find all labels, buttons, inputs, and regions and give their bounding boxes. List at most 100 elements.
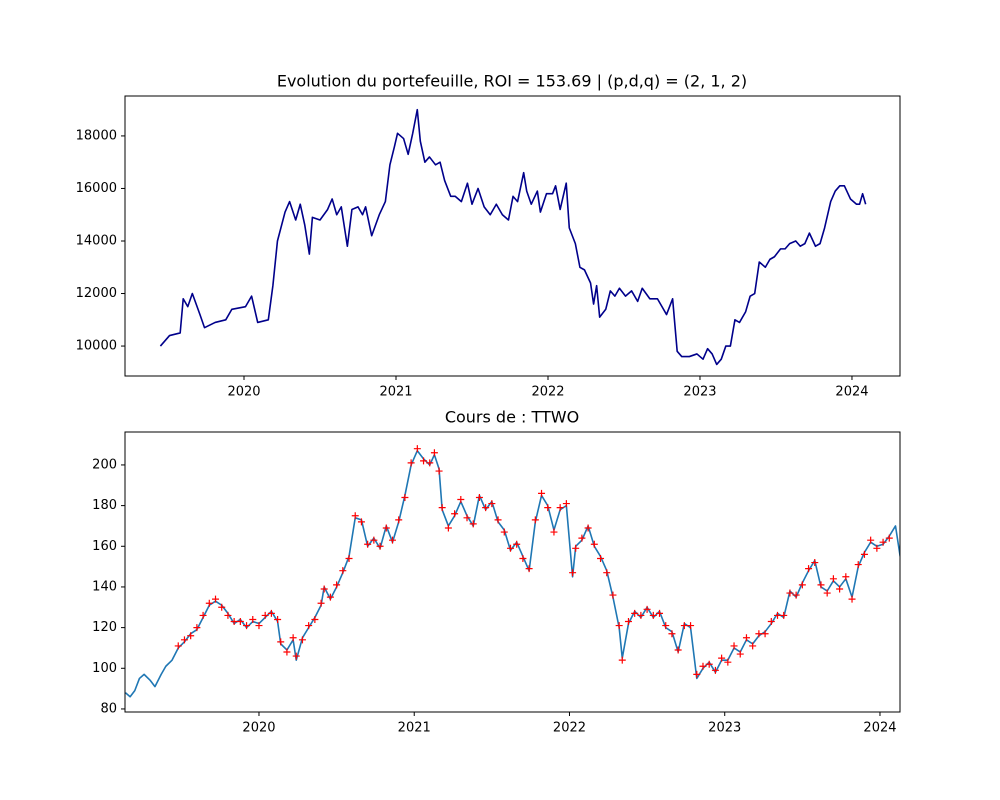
prediction-marker xyxy=(597,554,605,562)
prediction-marker xyxy=(562,500,570,508)
prediction-marker xyxy=(674,646,682,654)
prediction-marker xyxy=(212,595,220,603)
prediction-marker xyxy=(283,648,291,656)
prediction-marker xyxy=(668,630,676,638)
prediction-marker xyxy=(267,609,275,617)
y-tick-label: 180 xyxy=(92,498,117,513)
prediction-marker xyxy=(624,618,632,626)
prediction-marker xyxy=(224,611,232,619)
x-tick-label: 2020 xyxy=(227,385,260,400)
prediction-marker xyxy=(199,611,207,619)
prediction-marker xyxy=(430,449,438,457)
prediction-marker xyxy=(538,489,546,497)
prediction-marker xyxy=(292,652,300,660)
prediction-marker xyxy=(274,615,282,623)
x-tick-label: 2020 xyxy=(242,721,275,736)
prediction-marker xyxy=(401,493,409,501)
prediction-marker xyxy=(326,593,334,601)
prediction-marker xyxy=(370,536,378,544)
prediction-marker xyxy=(395,516,403,524)
y-tick-label: 160 xyxy=(92,539,117,554)
prediction-marker xyxy=(193,624,201,632)
prediction-marker xyxy=(333,581,341,589)
prediction-marker xyxy=(556,504,564,512)
x-tick-label: 2024 xyxy=(835,385,868,400)
prediction-marker xyxy=(519,554,527,562)
prediction-marker xyxy=(817,581,825,589)
prediction-marker xyxy=(420,457,428,465)
prediction-marker xyxy=(438,504,446,512)
prediction-marker xyxy=(860,550,868,558)
prediction-marker xyxy=(836,585,844,593)
prediction-marker xyxy=(786,589,794,597)
prediction-marker xyxy=(457,496,465,504)
prediction-marker xyxy=(444,524,452,532)
prediction-marker xyxy=(873,544,881,552)
prediction-marker xyxy=(236,618,244,626)
y-tick-label: 120 xyxy=(92,620,117,635)
prediction-marker xyxy=(699,662,707,670)
prediction-marker xyxy=(742,634,750,642)
prediction-marker xyxy=(829,575,837,583)
prediction-marker xyxy=(879,538,887,546)
prediction-marker xyxy=(572,544,580,552)
prediction-marker xyxy=(345,554,353,562)
prediction-marker xyxy=(761,630,769,638)
y-tick-label: 10000 xyxy=(76,339,117,354)
prediction-marker xyxy=(569,569,577,577)
prediction-marker xyxy=(823,589,831,597)
prediction-marker xyxy=(811,559,819,567)
prediction-marker xyxy=(867,536,875,544)
y-tick-label: 12000 xyxy=(76,286,117,301)
prediction-marker xyxy=(469,520,477,528)
prediction-marker xyxy=(687,622,695,630)
prediction-marker xyxy=(311,615,319,623)
prediction-marker xyxy=(289,634,297,642)
prediction-marker xyxy=(205,599,213,607)
prediction-marker xyxy=(590,540,598,548)
prediction-marker xyxy=(798,581,806,589)
prediction-marker xyxy=(767,618,775,626)
prediction-marker xyxy=(736,650,744,658)
prediction-marker xyxy=(718,654,726,662)
prediction-marker xyxy=(662,622,670,630)
prediction-marker xyxy=(364,540,372,548)
chart-title: Evolution du portefeuille, ROI = 153.69 … xyxy=(277,72,747,91)
prediction-marker xyxy=(615,622,623,630)
prediction-marker xyxy=(525,565,533,573)
y-tick-label: 140 xyxy=(92,579,117,594)
y-tick-label: 14000 xyxy=(76,233,117,248)
prediction-marker xyxy=(407,459,415,467)
prediction-marker xyxy=(382,524,390,532)
prediction-marker xyxy=(413,445,421,453)
y-tick-label: 16000 xyxy=(76,181,117,196)
x-tick-label: 2021 xyxy=(398,721,431,736)
prediction-marker xyxy=(637,611,645,619)
prediction-marker xyxy=(780,611,788,619)
prediction-marker xyxy=(755,630,763,638)
prediction-marker xyxy=(730,642,738,650)
prediction-marker xyxy=(848,595,856,603)
series-line xyxy=(125,449,900,698)
prediction-marker xyxy=(506,544,514,552)
prediction-marker xyxy=(649,611,657,619)
prediction-marker xyxy=(618,656,626,664)
prediction-marker xyxy=(463,514,471,522)
prediction-marker xyxy=(475,493,483,501)
prediction-marker xyxy=(544,504,552,512)
x-tick-label: 2024 xyxy=(863,721,896,736)
prediction-marker xyxy=(339,567,347,575)
prediction-marker xyxy=(631,609,639,617)
prediction-marker xyxy=(513,540,521,548)
prediction-marker xyxy=(842,573,850,581)
prediction-marker xyxy=(724,658,732,666)
prediction-marker xyxy=(376,542,384,550)
prediction-marker xyxy=(693,670,701,678)
prediction-marker xyxy=(277,638,285,646)
prediction-marker xyxy=(388,536,396,544)
prediction-marker xyxy=(578,534,586,542)
prediction-marker xyxy=(680,622,688,630)
x-tick-label: 2023 xyxy=(708,721,741,736)
axes-frame xyxy=(124,95,901,377)
prediction-marker xyxy=(749,642,757,650)
